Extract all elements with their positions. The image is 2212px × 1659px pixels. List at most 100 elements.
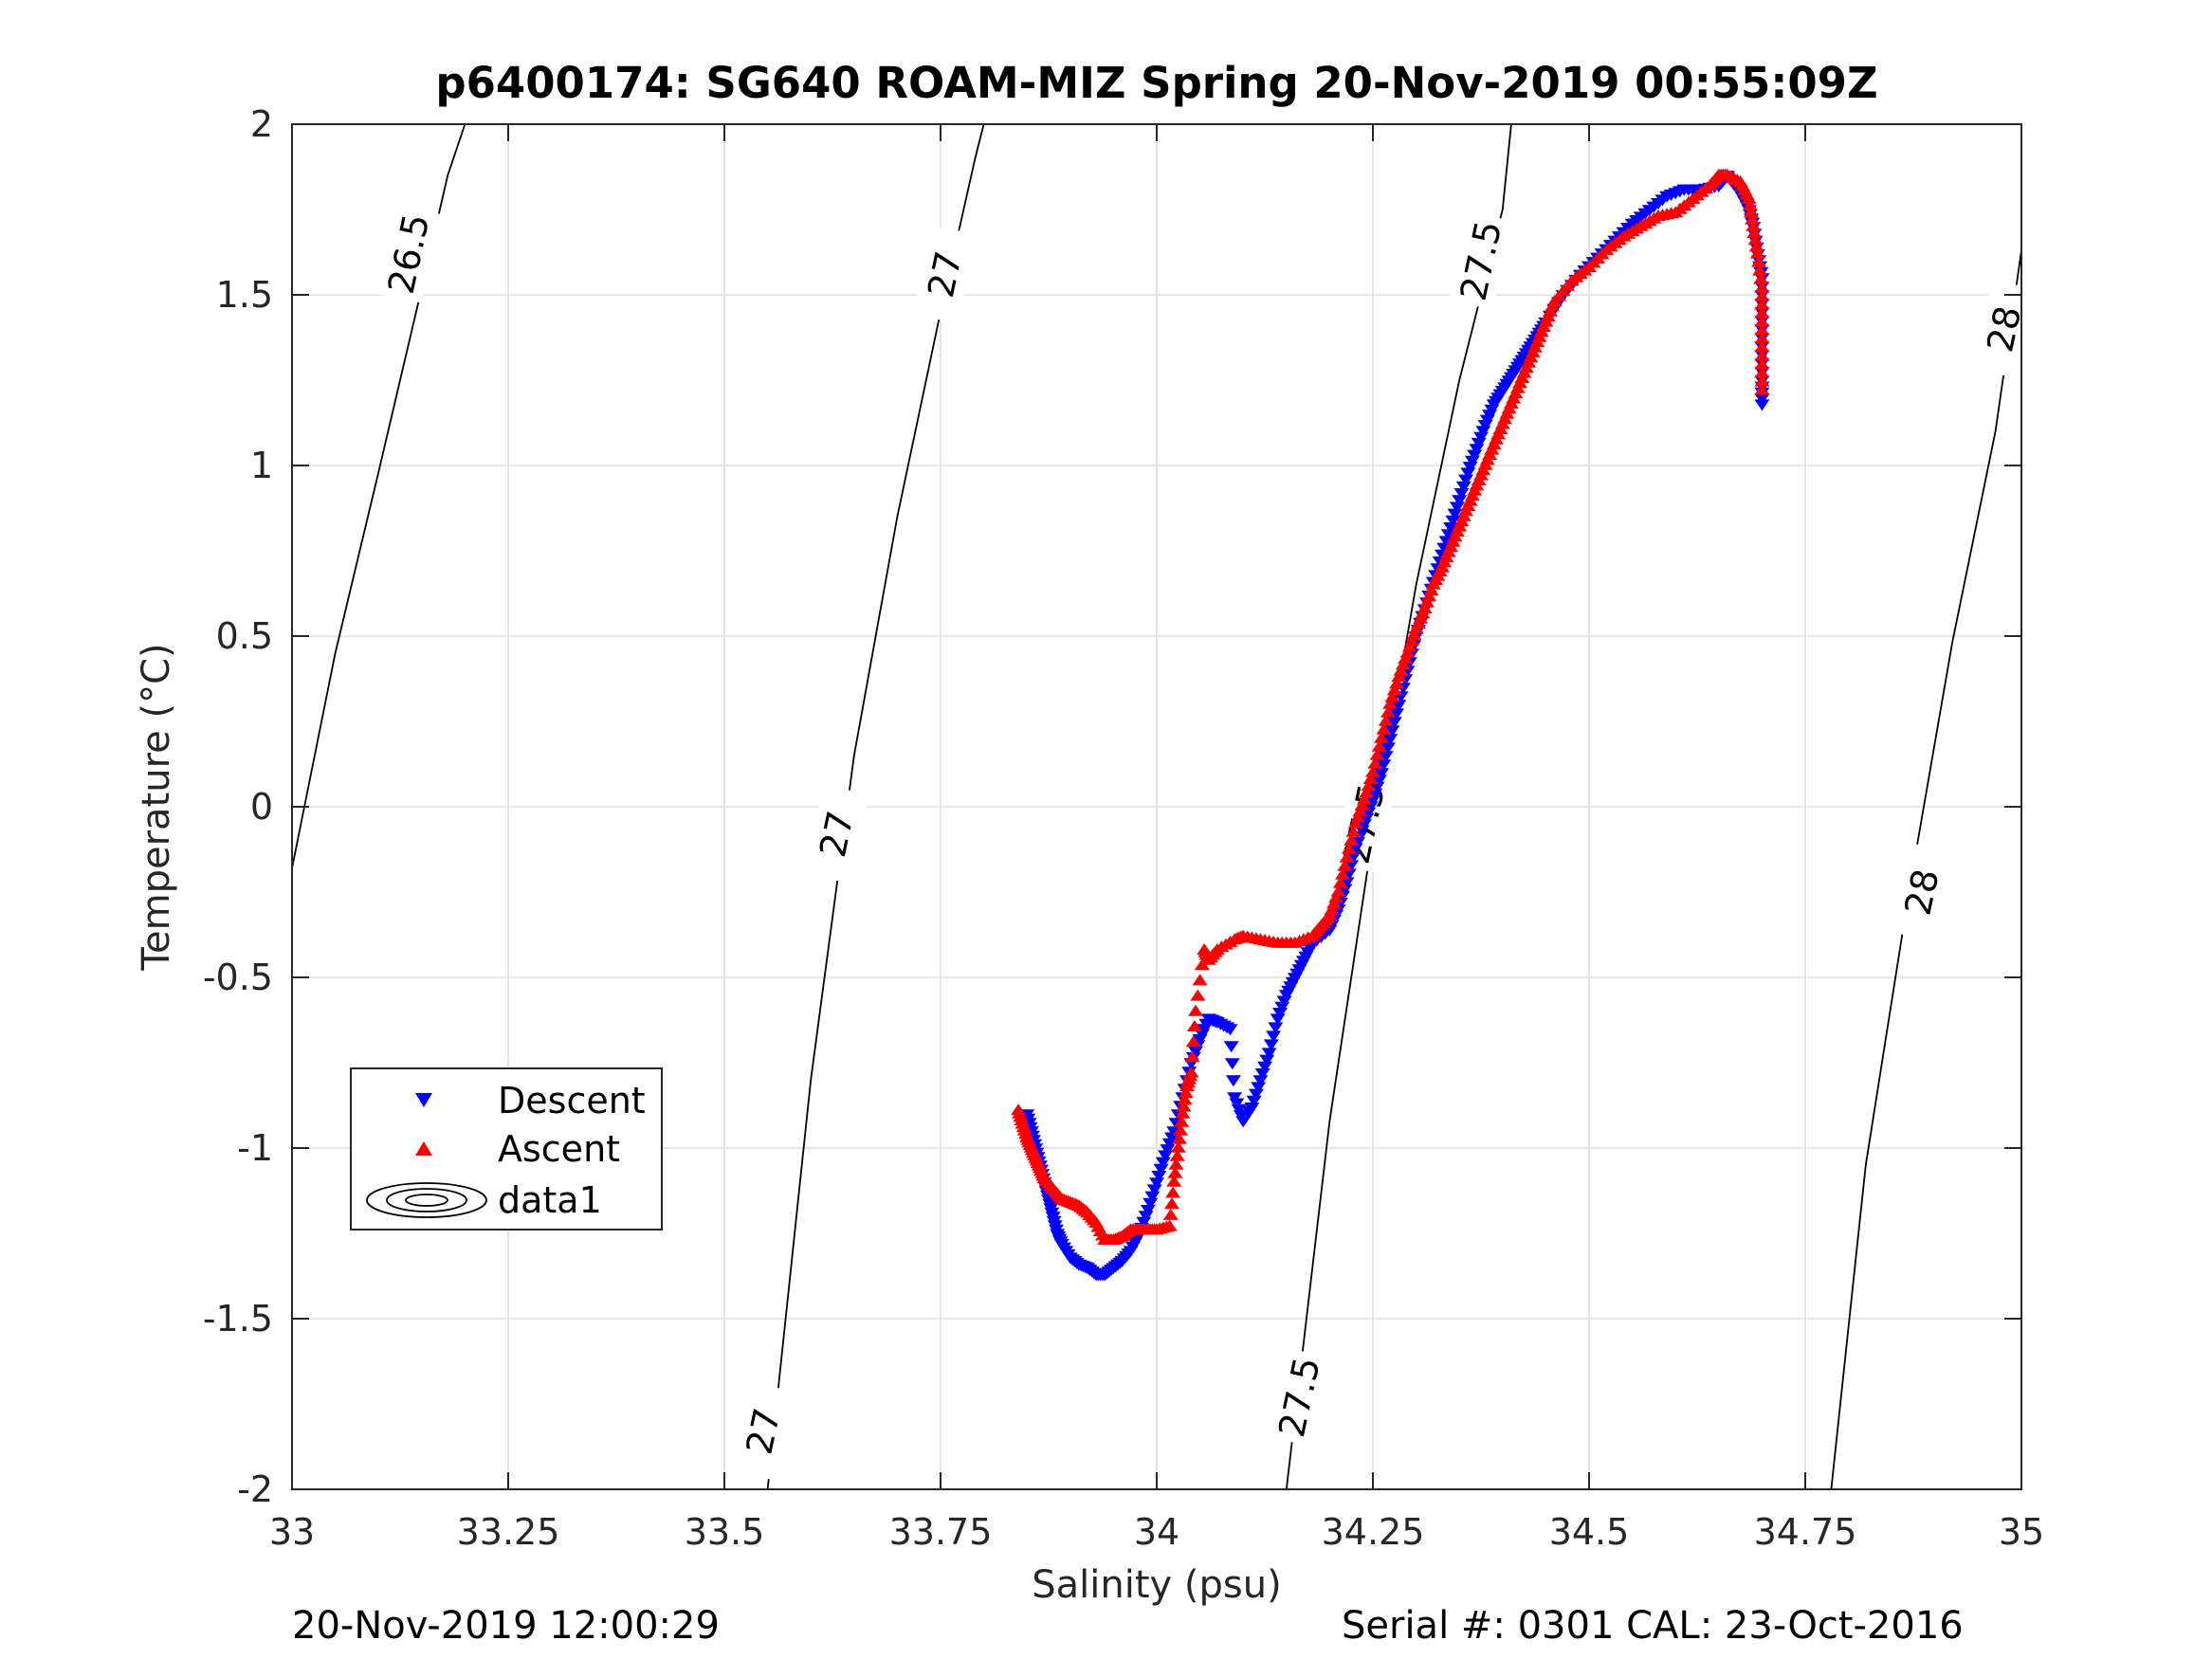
- descent-point: [1371, 775, 1387, 787]
- descent-point: [1380, 742, 1396, 755]
- descent-point: [1443, 522, 1459, 534]
- ascent-point: [1345, 825, 1362, 837]
- descent-point: [1453, 488, 1470, 500]
- ascent-point: [1754, 340, 1770, 353]
- contour-label: 27: [738, 1405, 788, 1458]
- ascent-point: [1190, 989, 1206, 1001]
- descent-point: [1376, 759, 1392, 772]
- descent-point: [1369, 781, 1385, 793]
- descent-point: [1268, 1022, 1284, 1034]
- ascent-point: [1745, 212, 1761, 225]
- ascent-point: [1328, 891, 1344, 903]
- ascent-point: [1423, 584, 1439, 596]
- ascent-point: [1742, 199, 1758, 211]
- y-tick-label: -2: [237, 1468, 273, 1510]
- ascent-point: [1184, 1050, 1200, 1063]
- axis-ticks: 33 33.25 33.5 33.75 34 34.25 34.5 34.75 35 -2 -1.5…: [203, 103, 2044, 1553]
- ascent-point: [1183, 1066, 1199, 1078]
- x-tick-label: 33: [269, 1511, 315, 1553]
- ascent-point: [1376, 722, 1392, 735]
- ascent-point: [1175, 1106, 1191, 1119]
- ascent-point: [1754, 383, 1770, 395]
- ascent-point: [1371, 739, 1387, 752]
- descent-point: [1374, 768, 1390, 780]
- ascent-point: [1352, 805, 1368, 817]
- ascent-point: [1339, 850, 1355, 863]
- descent-point: [1227, 1092, 1243, 1104]
- x-tick-label: 34.25: [1322, 1511, 1425, 1553]
- ascent-point: [1754, 374, 1770, 387]
- descent-point: [1341, 868, 1357, 881]
- contour-line: [291, 123, 466, 868]
- ascent-point: [1754, 357, 1770, 370]
- ascent-point: [1386, 684, 1402, 696]
- ascent-point: [1754, 315, 1770, 327]
- descent-point: [1754, 393, 1770, 406]
- chart-title: p6400174: SG640 ROAM-MIZ Spring 20-Nov-2…: [435, 58, 1877, 108]
- ascent-point: [1393, 664, 1409, 676]
- ascent-point: [1754, 289, 1770, 301]
- descent-point: [1449, 501, 1465, 514]
- descent-point: [1140, 1205, 1156, 1216]
- descent-point: [1254, 1068, 1271, 1080]
- descent-point: [1144, 1191, 1161, 1203]
- ascent-point: [1365, 765, 1380, 777]
- x-tick-label: 33.75: [889, 1511, 993, 1553]
- legend-data1-label: data1: [498, 1179, 602, 1221]
- contour-label: 27.5: [1453, 217, 1510, 304]
- contour-line: [1285, 123, 1512, 1490]
- ascent-point: [1754, 281, 1770, 293]
- ascent-point: [1417, 602, 1433, 613]
- y-tick-label: 1.5: [216, 274, 273, 316]
- ascent-point: [1162, 1208, 1179, 1220]
- contour-label-bg: [1449, 211, 1513, 310]
- y-tick-label: 0: [250, 786, 273, 828]
- legend-descent-marker: [415, 1093, 432, 1107]
- ascent-point: [1752, 264, 1768, 276]
- descent-point: [1149, 1177, 1164, 1190]
- ascent-point: [1751, 255, 1766, 267]
- contour-line: [1830, 250, 2022, 1490]
- y-tick-label: 0.5: [216, 615, 273, 657]
- ascent-point: [1174, 1115, 1190, 1127]
- descent-point: [1445, 515, 1461, 527]
- descent-point: [1452, 495, 1468, 507]
- contour-label-bg: [376, 204, 441, 303]
- ascent-point: [1177, 1093, 1193, 1105]
- ascent-point: [1754, 323, 1770, 336]
- ascent-point: [1344, 833, 1360, 846]
- descent-point: [1251, 1082, 1267, 1094]
- descent-point: [1143, 1197, 1159, 1210]
- descent-point: [1259, 1054, 1275, 1066]
- ascent-point: [1419, 595, 1435, 608]
- ascent-point: [1389, 677, 1405, 689]
- ascent-point: [1330, 884, 1346, 897]
- descent-point: [1386, 717, 1402, 729]
- contour-label: 28: [1897, 866, 1947, 919]
- ascent-point: [1170, 1140, 1186, 1153]
- ascent-point: [1169, 1149, 1185, 1161]
- footer-serial-cal: Serial #: 0301 CAL: 23-Oct-2016: [1342, 1604, 1964, 1648]
- ascent-point: [1173, 1123, 1189, 1136]
- ascent-point: [1746, 227, 1763, 238]
- data-points: [1011, 168, 1770, 1282]
- y-axis-label: Temperature (°C): [135, 643, 178, 971]
- contour-label-bg: [731, 1381, 795, 1481]
- contour-label: 27.5: [1271, 1354, 1328, 1441]
- ascent-point: [1421, 590, 1437, 602]
- ascent-point: [1354, 798, 1370, 811]
- descent-point: [1222, 1024, 1238, 1036]
- x-tick-label: 34: [1134, 1511, 1179, 1553]
- ascent-point: [1337, 859, 1353, 871]
- ascent-point: [1367, 757, 1383, 769]
- descent-point: [1224, 1058, 1240, 1070]
- descent-point: [1231, 1103, 1247, 1116]
- x-tick-label: 33.25: [457, 1511, 560, 1553]
- ascent-point: [1753, 272, 1769, 284]
- descent-point: [1389, 708, 1405, 720]
- ascent-point: [1161, 1219, 1178, 1231]
- legend-descent-label: Descent: [498, 1080, 646, 1121]
- ascent-point: [1741, 192, 1757, 204]
- ascent-point: [1188, 1004, 1203, 1016]
